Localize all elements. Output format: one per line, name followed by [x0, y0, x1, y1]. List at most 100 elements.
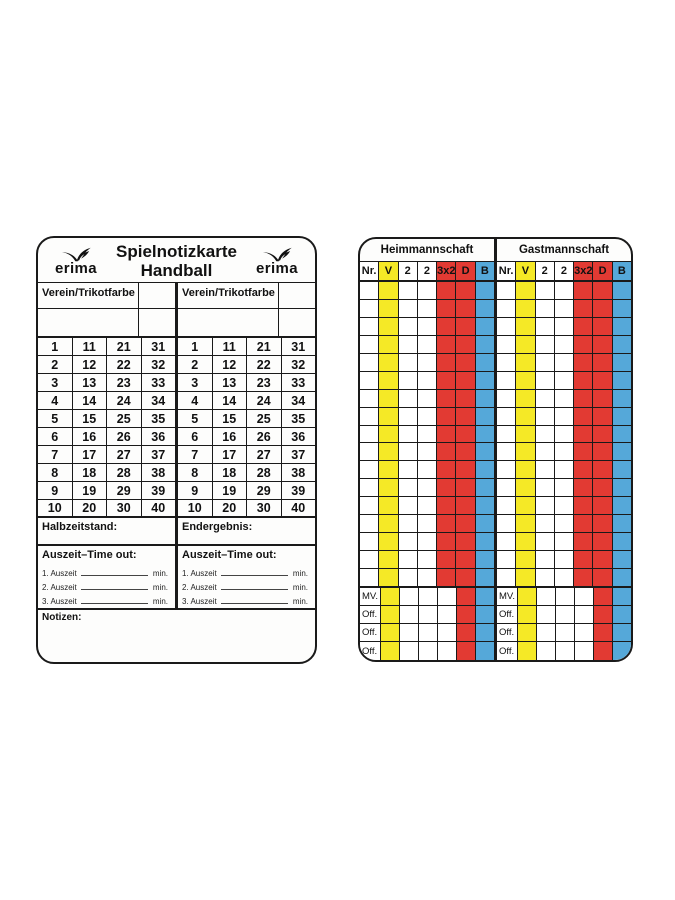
penalty-cell	[379, 515, 399, 533]
notes-section: Notizen:	[38, 608, 315, 662]
spielnotizkarte-card: erima Spielnotizkarte Handball erima Ver…	[36, 236, 317, 664]
official-cell	[575, 624, 594, 641]
penalty-cell	[360, 461, 380, 479]
official-cell	[438, 588, 457, 605]
penalty-cell	[497, 551, 517, 568]
penalty-cell	[535, 551, 555, 568]
number-cell: 34	[151, 393, 166, 408]
number-row: 7 17 27 37	[178, 446, 315, 464]
official-label-cell: Off.	[497, 624, 518, 641]
penalty-cell	[516, 282, 536, 299]
penalty-cell	[554, 461, 575, 479]
penalty-cell	[456, 282, 476, 299]
penalty-cell	[360, 569, 380, 586]
penalty-cell	[475, 461, 494, 479]
penalty-cell	[535, 443, 555, 461]
card-columns: Verein/Trikotfarbe 1 11 21 31 2 12 22 32 3 13 23 33…	[38, 283, 315, 608]
number-cell: 26	[107, 428, 142, 445]
penalty-cell	[516, 443, 536, 461]
penalty-row	[497, 443, 631, 462]
penalty-cell	[612, 335, 631, 353]
penalty-cell	[574, 335, 594, 353]
penalty-cell	[437, 353, 457, 371]
card-title-line1: Spielnotizkarte	[116, 241, 237, 261]
penalty-row	[360, 533, 494, 552]
official-row: Off.	[497, 624, 631, 642]
official-cell	[438, 642, 457, 660]
penalty-cell	[516, 335, 536, 353]
number-row: 3 13 23 33	[38, 374, 175, 392]
penalty-cell	[437, 461, 457, 479]
team-half-guest: Verein/Trikotfarbe 1 11 21 31 2 12 22 32 3 13 23 33…	[175, 283, 315, 608]
penalty-cell	[516, 317, 536, 335]
number-cell: 23	[247, 374, 282, 391]
number-cell: 28	[247, 464, 282, 481]
number-cell: 36	[291, 429, 306, 444]
penalty-cell	[612, 479, 631, 497]
penalty-cell	[456, 317, 476, 335]
penalty-cell	[360, 353, 380, 371]
penalty-cell	[554, 317, 575, 335]
number-cell: 31	[151, 339, 166, 354]
penalty-row	[497, 461, 631, 480]
timeout-line: 2. Auszeit min.	[182, 578, 308, 592]
penalty-cell	[475, 551, 494, 568]
penalty-row	[497, 335, 631, 354]
number-cell: 39	[151, 483, 166, 498]
penalty-cell	[612, 425, 631, 443]
penalty-cell	[398, 569, 418, 586]
number-cell: 10	[178, 500, 213, 516]
penalty-cell	[360, 533, 380, 551]
penalty-body	[360, 282, 494, 588]
penalty-cell	[456, 497, 476, 515]
penalty-cell	[535, 425, 555, 443]
penalty-cell	[497, 282, 517, 299]
penalty-cell	[417, 389, 438, 407]
penalty-cell	[360, 515, 380, 533]
penalty-cell	[417, 407, 438, 425]
penalty-row	[360, 443, 494, 462]
penalty-cell	[417, 353, 438, 371]
number-cell: 26	[247, 428, 282, 445]
penalty-cell	[379, 497, 399, 515]
official-cell	[594, 624, 613, 641]
number-cell: 29	[107, 482, 142, 499]
timeout-unit: min.	[152, 569, 168, 578]
penalty-cell	[379, 461, 399, 479]
penalty-cell	[574, 515, 594, 533]
team-half-home: Verein/Trikotfarbe 1 11 21 31 2 12 22 32 3 13 23 33…	[38, 283, 175, 608]
penalty-cell	[593, 533, 613, 551]
penalty-cell	[360, 299, 380, 317]
erima-bird-icon	[262, 247, 292, 261]
official-cell	[518, 606, 537, 623]
official-cell	[419, 624, 438, 641]
penalty-cell	[475, 515, 494, 533]
number-cell: 10	[38, 500, 73, 516]
official-cell	[457, 642, 476, 660]
number-cell: 29	[247, 482, 282, 499]
penalty-cell	[417, 335, 438, 353]
penalty-cell	[417, 425, 438, 443]
penalty-cell	[554, 569, 575, 586]
timeout-fill-line	[221, 589, 288, 590]
penalty-cell	[417, 479, 438, 497]
timeout-unit: min.	[292, 597, 308, 606]
column-header-b: B	[475, 262, 494, 280]
penalty-row	[497, 533, 631, 552]
penalty-cell	[437, 389, 457, 407]
official-cell	[518, 642, 537, 660]
penalty-cell	[398, 407, 418, 425]
penalty-cell	[497, 317, 517, 335]
penalty-cell	[437, 515, 457, 533]
official-cell	[594, 588, 613, 605]
penalty-cell	[535, 317, 555, 335]
timeout-unit: min.	[292, 569, 308, 578]
official-cell	[419, 588, 438, 605]
penalty-cell	[379, 407, 399, 425]
penalty-cell	[612, 317, 631, 335]
verein-header-row: Verein/Trikotfarbe	[178, 283, 315, 309]
penalty-cell	[398, 371, 418, 389]
penalty-cell	[456, 407, 476, 425]
final-score-row: Endergebnis:	[178, 518, 315, 546]
